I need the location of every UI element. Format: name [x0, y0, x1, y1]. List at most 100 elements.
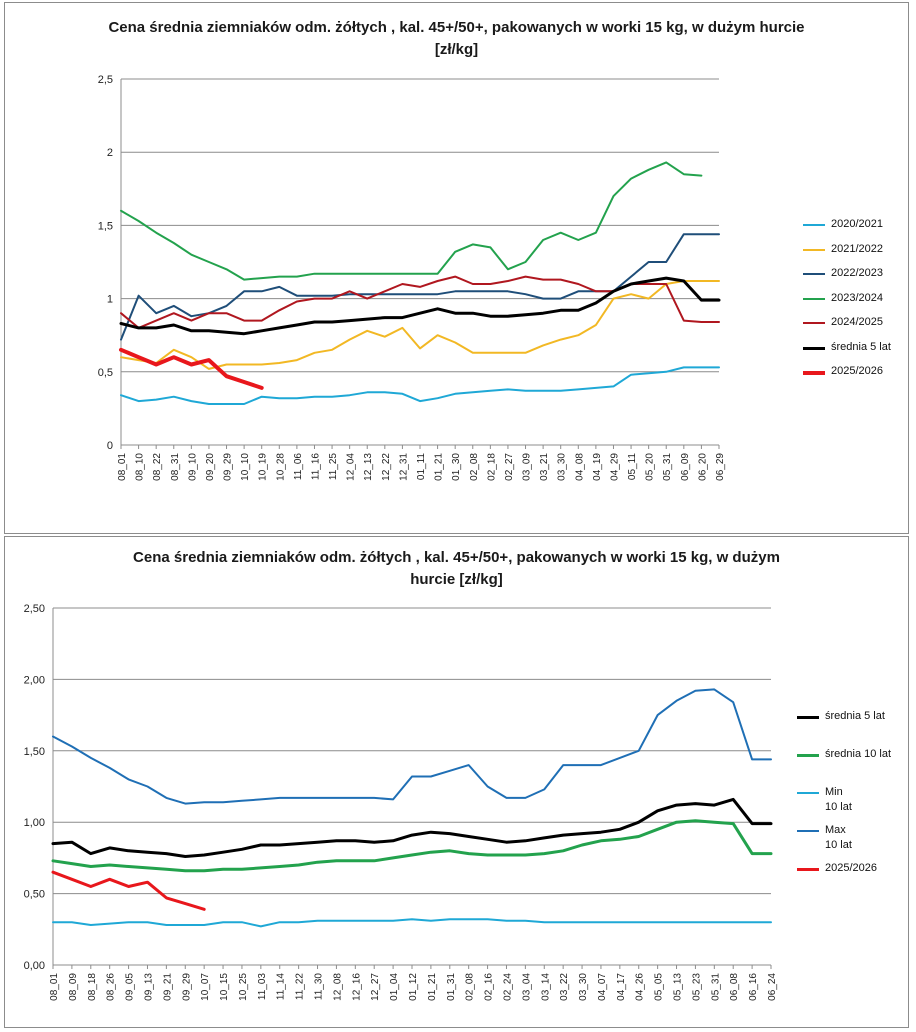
- x-tick-label: 09_29: [223, 453, 234, 481]
- x-tick-label: 10_15: [219, 973, 230, 1001]
- legend-swatch: [803, 346, 825, 350]
- legend-top: 2020/2021 2021/2022 2022/2023 2023/2024 2024…: [803, 217, 907, 387]
- x-tick-label: 01_12: [408, 973, 419, 1001]
- legend-label: 2025/2026: [825, 862, 877, 874]
- x-tick-label: 08_10: [135, 453, 146, 481]
- x-tick-label: 12_13: [363, 453, 374, 481]
- x-tick-label: 09_10: [187, 453, 198, 481]
- x-tick-label: 11_06: [293, 453, 304, 481]
- x-tick-label: 06_24: [767, 973, 778, 1001]
- series-line-rednia-5-lat: [119, 276, 721, 336]
- x-tick-label: 10_28: [275, 453, 286, 481]
- y-tick-label: 0,50: [24, 889, 45, 901]
- legend-swatch: [797, 868, 819, 871]
- series-line-max-10-lat: [52, 688, 772, 805]
- x-tick-label: 01_30: [451, 453, 462, 481]
- x-tick-label: 09_13: [143, 973, 154, 1001]
- x-tick-label: 06_16: [748, 973, 759, 1001]
- x-tick-label: 05_20: [645, 453, 656, 481]
- x-tick-label: 12_16: [351, 973, 362, 1001]
- x-tick-label: 05_31: [662, 453, 673, 481]
- x-tick-label: 06_29: [715, 453, 726, 481]
- x-tick-label: 09_05: [125, 973, 136, 1001]
- x-tick-label: 11_03: [257, 973, 268, 1001]
- legend-label: średnia 10 lat: [825, 748, 892, 760]
- y-tick-label: 0,5: [98, 367, 113, 379]
- x-tick-label: 11_25: [328, 453, 339, 481]
- x-tick-label: 10_25: [238, 973, 249, 1001]
- x-tick-label: 11_22: [295, 973, 306, 1001]
- legend-swatch: [803, 224, 825, 226]
- y-tick-label: 0,00: [24, 960, 45, 972]
- legend-swatch: [803, 322, 825, 324]
- y-tick-label: 0: [107, 440, 113, 452]
- x-tick-label: 02_18: [486, 453, 497, 481]
- chart-top-plot: 0 0,5 1 1,5 2 2,5 08_01 08_10 08_22 08_31 09_10 09_…: [98, 74, 726, 481]
- x-tick-label: 05_05: [654, 973, 665, 1001]
- x-tick-label: 12_08: [332, 973, 343, 1001]
- y-tick-label: 2,50: [24, 603, 45, 615]
- x-tick-label: 06_08: [729, 973, 740, 1001]
- y-tick-label: 1,50: [24, 746, 45, 758]
- x-tick-label: 01_21: [427, 973, 438, 1001]
- legend-swatch: [797, 716, 819, 719]
- legend-swatch: [803, 371, 825, 375]
- legend-label: 2023/2024: [831, 291, 883, 304]
- x-tick-label: 04_07: [597, 973, 608, 1001]
- x-tick-label: 02_08: [469, 453, 480, 481]
- x-tick-label: 04_17: [616, 973, 627, 1001]
- y-tick-label: 2,00: [24, 674, 45, 686]
- legend-swatch: [797, 792, 819, 794]
- x-tick-label: 01_31: [446, 973, 457, 1001]
- x-tick-label: 02_08: [465, 973, 476, 1001]
- x-tick-label: 06_09: [680, 453, 691, 481]
- x-tick-label: 03_14: [540, 973, 551, 1001]
- series-line-min-10-lat: [52, 918, 772, 928]
- series-line-2025-2026: [51, 870, 206, 911]
- x-tick-label: 08_22: [152, 453, 163, 481]
- x-tick-label: 03_30: [557, 453, 568, 481]
- legend-swatch: [803, 297, 825, 300]
- legend-label: Max 10 lat: [825, 824, 852, 851]
- x-tick-label: 09_20: [205, 453, 216, 481]
- x-tick-label: 01_21: [434, 453, 445, 481]
- legend-label: 2022/2023: [831, 267, 883, 279]
- x-tick-label: 08_01: [49, 973, 60, 1001]
- x-tick-label: 03_21: [539, 453, 550, 481]
- series-line-rednia-10-lat: [51, 819, 773, 873]
- x-tick-label: 03_30: [578, 973, 589, 1001]
- x-tick-label: 05_11: [627, 453, 638, 481]
- x-tick-label: 12_31: [398, 453, 409, 481]
- chart-panel-top: Cena średnia ziemniaków odm. żółtych , k…: [4, 2, 909, 534]
- x-tick-label: 04_19: [592, 453, 603, 481]
- legend-label: 2020/2021: [831, 218, 883, 230]
- legend-swatch: [803, 273, 825, 275]
- y-tick-label: 2: [107, 147, 113, 159]
- x-tick-label: 05_31: [710, 973, 721, 1001]
- x-tick-label: 11_16: [310, 453, 321, 481]
- x-tick-label: 01_11: [416, 453, 427, 481]
- legend-bottom: średnia 5 lat średnia 10 lat Min 10 lat Max…: [797, 709, 907, 899]
- legend-swatch: [803, 248, 825, 251]
- legend-label: Min 10 lat: [825, 786, 852, 813]
- series-line-2021-2022: [120, 280, 720, 370]
- x-tick-label: 09_29: [181, 973, 192, 1001]
- legend-label: średnia 5 lat: [825, 710, 885, 722]
- legend-label: 2024/2025: [831, 316, 883, 328]
- x-tick-label: 12_22: [381, 453, 392, 481]
- y-tick-label: 1,00: [24, 817, 45, 829]
- y-tick-label: 1: [107, 294, 113, 306]
- x-tick-label: 01_04: [389, 973, 400, 1001]
- x-tick-label: 11_14: [276, 973, 287, 1001]
- x-tick-label: 08_26: [106, 973, 117, 1001]
- x-tick-label: 12_27: [370, 973, 381, 1001]
- x-tick-label: 08_01: [117, 453, 128, 481]
- series-line-2020-2021: [120, 366, 720, 405]
- x-tick-label: 03_04: [521, 973, 532, 1001]
- x-tick-label: 10_10: [240, 453, 251, 481]
- legend-label: 2021/2022: [831, 242, 883, 255]
- x-tick-label: 03_09: [522, 453, 533, 481]
- x-tick-label: 06_20: [697, 453, 708, 481]
- x-tick-label: 08_31: [170, 453, 181, 481]
- x-tick-label: 03_22: [559, 973, 570, 1001]
